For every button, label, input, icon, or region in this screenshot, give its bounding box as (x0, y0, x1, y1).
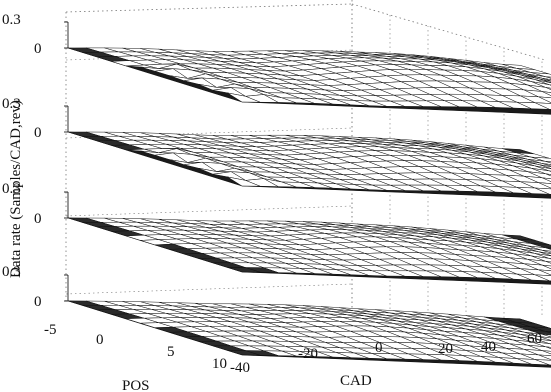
z-tick-label: 0 (34, 211, 42, 227)
y-axis-title: POS (122, 378, 150, 392)
z-tick-label: 0.3 (2, 96, 21, 112)
grid-line (65, 3, 353, 13)
y-tick-label: -5 (44, 322, 57, 338)
x-tick-label: 20 (438, 341, 453, 357)
surface-quad (227, 267, 261, 273)
z-axis-title: Data rate (Samples/CAD,rev) (8, 100, 24, 278)
x-tick-label: -20 (298, 346, 318, 362)
y-tick-label: 10 (212, 356, 227, 372)
x-tick-label: 40 (481, 339, 496, 355)
grid-line (65, 283, 353, 295)
surface-quad (227, 92, 261, 103)
z-tick-label: 0.3 (2, 181, 21, 197)
y-tick-label: 5 (167, 344, 175, 360)
x-tick-label: 0 (375, 340, 383, 356)
surface-panel (64, 191, 551, 285)
z-tick-label: 0 (34, 294, 42, 310)
x-tick-label: -40 (230, 360, 250, 376)
surface-panel (64, 105, 551, 199)
surface-panel (64, 21, 551, 115)
grid-line (351, 3, 546, 61)
grid-line (65, 205, 353, 217)
surface-quad (227, 176, 261, 187)
x-axis-title: CAD (340, 373, 372, 389)
surface-quad (227, 350, 261, 356)
z-tick-label: 0 (34, 125, 42, 141)
surface-panels (64, 21, 551, 368)
y-tick-label: 0 (96, 332, 104, 348)
surface-panel (64, 274, 551, 368)
z-tick-label: 0.3 (2, 264, 21, 280)
z-tick-label: 0 (34, 41, 42, 57)
x-tick-label: 60 (527, 331, 542, 347)
z-tick-label: 0.3 (2, 12, 21, 28)
